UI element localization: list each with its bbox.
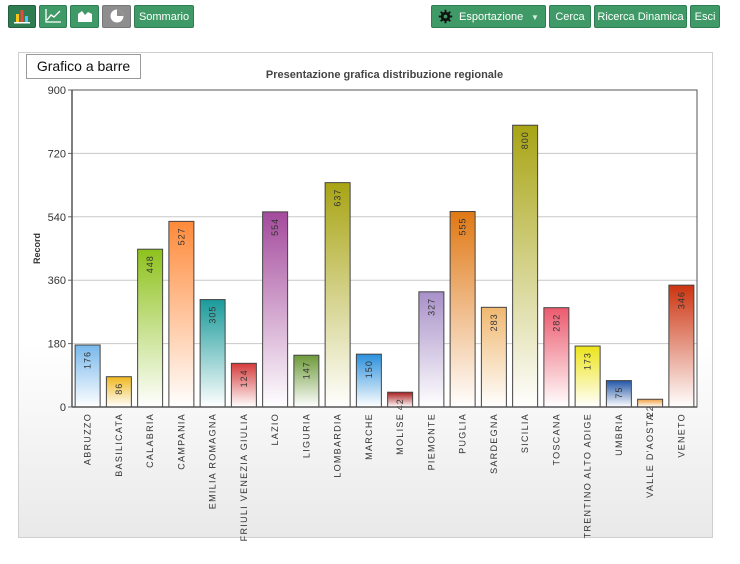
- bar-chart-icon: [9, 8, 35, 24]
- x-tick-label: MOLISE: [395, 413, 405, 455]
- bar-chart-button[interactable]: [8, 5, 36, 28]
- x-tick-label: ABRUZZO: [83, 413, 93, 465]
- plot-border: [71, 89, 698, 408]
- x-tick-label: VENETO: [676, 413, 686, 458]
- x-tick-label: EMILIA ROMAGNA: [208, 413, 218, 509]
- export-label: Esportazione: [459, 11, 524, 23]
- data-label: 173: [583, 352, 593, 370]
- plot-area: [72, 90, 697, 407]
- data-label: 283: [489, 313, 499, 331]
- bar: [293, 354, 320, 408]
- data-label: 22: [645, 405, 655, 417]
- y-tick-label: 540: [48, 212, 66, 224]
- search-button[interactable]: Cerca: [549, 5, 591, 28]
- bar: [74, 344, 101, 408]
- dynamic-search-button[interactable]: Ricerca Dinamica: [594, 5, 687, 28]
- y-tick-label: 360: [48, 275, 66, 287]
- x-tick-label: TRENTINO ALTO ADIGE: [583, 413, 593, 538]
- chart-tab-label: Grafico a barre: [26, 54, 141, 79]
- x-tick-label: UMBRIA: [614, 413, 624, 456]
- y-tick-label: 180: [48, 339, 66, 351]
- data-label: 637: [333, 189, 343, 207]
- x-tick-label: SARDEGNA: [489, 413, 499, 474]
- data-label: 176: [83, 351, 93, 369]
- data-label: 800: [520, 131, 530, 149]
- line-chart-button[interactable]: [39, 5, 67, 28]
- x-tick-label: MARCHE: [364, 413, 374, 460]
- data-label: 305: [208, 306, 218, 324]
- x-tick-label: SICILIA: [520, 413, 530, 453]
- bar: [324, 182, 351, 408]
- chart-title: Presentazione grafica distribuzione regi…: [266, 69, 503, 81]
- x-tick-label: PUGLIA: [458, 413, 468, 454]
- bar: [449, 211, 476, 408]
- data-label: 282: [551, 314, 561, 332]
- data-label: 554: [270, 218, 280, 236]
- x-tick-label: CAMPANIA: [176, 413, 186, 470]
- bar: [480, 306, 507, 408]
- x-tick-label: VALLE D'AOSTA: [645, 413, 655, 498]
- data-label: 147: [301, 361, 311, 379]
- area-chart-icon: [71, 8, 98, 24]
- gear-icon: [438, 9, 453, 33]
- bar: [668, 284, 695, 408]
- bar: [355, 353, 382, 408]
- bar: [543, 307, 570, 408]
- x-tick-label: BASILICATA: [114, 413, 124, 477]
- data-label: 75: [614, 387, 624, 399]
- x-tick-label: LIGURIA: [301, 413, 311, 458]
- x-tick-label: LAZIO: [270, 413, 280, 446]
- y-tick-label: 900: [48, 85, 66, 97]
- data-label: 124: [239, 369, 249, 387]
- y-tick-label: 0: [60, 402, 66, 414]
- data-label: 555: [458, 218, 468, 236]
- pie-chart-icon: [103, 8, 130, 24]
- chevron-down-icon: ▼: [531, 13, 539, 22]
- y-tick-label: 720: [48, 148, 66, 160]
- export-dropdown[interactable]: Esportazione ▼: [431, 5, 546, 28]
- x-tick-label: TOSCANA: [551, 413, 561, 465]
- bar: [418, 291, 445, 408]
- data-label: 86: [114, 383, 124, 395]
- data-label: 448: [145, 255, 155, 273]
- area-chart-button[interactable]: [70, 5, 99, 28]
- data-label: 527: [176, 227, 186, 245]
- pie-chart-button[interactable]: [102, 5, 131, 28]
- bar: [199, 299, 226, 408]
- bar: [137, 248, 164, 408]
- summary-button[interactable]: Sommario: [134, 5, 194, 28]
- data-label: 42: [395, 398, 405, 410]
- bar: [262, 211, 289, 408]
- x-tick-label: FRIULI VENEZIA GIULIA: [239, 413, 249, 541]
- bar: [230, 362, 257, 408]
- data-label: 150: [364, 360, 374, 378]
- exit-button[interactable]: Esci: [690, 5, 720, 28]
- data-label: 346: [676, 291, 686, 309]
- x-tick-label: LOMBARDIA: [333, 413, 343, 478]
- y-axis-label: Record: [32, 233, 42, 264]
- x-tick-label: CALABRIA: [145, 413, 155, 468]
- data-label: 327: [426, 298, 436, 316]
- bar: [512, 124, 539, 408]
- line-chart-icon: [40, 8, 66, 24]
- x-tick-label: PIEMONTE: [426, 413, 436, 470]
- bar: [168, 220, 195, 408]
